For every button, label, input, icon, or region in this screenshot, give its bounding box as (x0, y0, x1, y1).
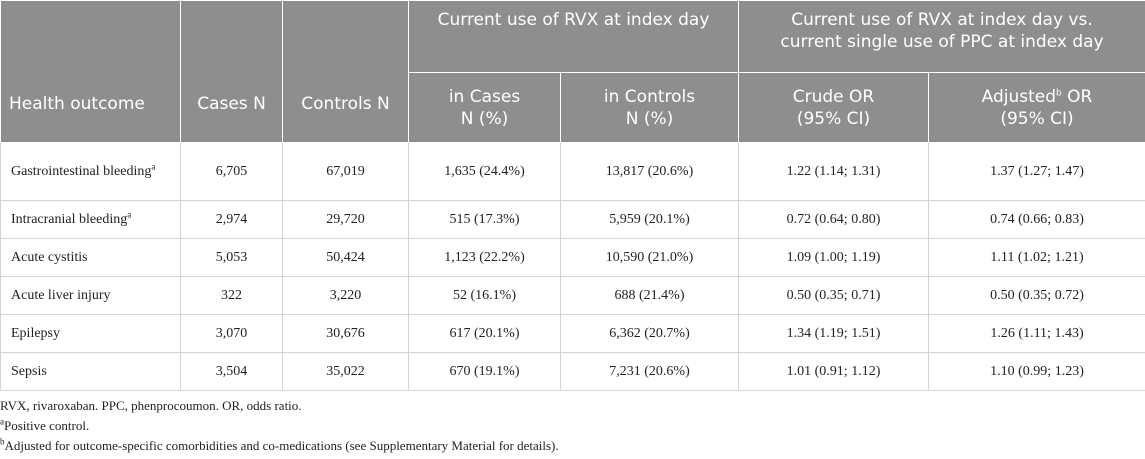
header-adjusted-sup: b (1056, 87, 1062, 98)
table-row: Acute liver injury 322 3,220 52 (16.1%) … (0, 276, 1145, 315)
footnote-b-mark: b (0, 436, 5, 447)
cell-crude-or: 1.22 (1.14; 1.31) (738, 142, 929, 201)
cell-outcome: Gastrointestinal bleedinga (0, 142, 181, 201)
header-crude-or-line1: Crude OR (792, 86, 875, 107)
outcome-label: Intracranial bleeding (11, 211, 128, 227)
header-crude-or: Crude OR (95% CI) (738, 72, 929, 143)
footnote-abbreviations: RVX, rivaroxaban. PPC, phenprocoumon. OR… (0, 398, 302, 413)
cell-controls: 3,220 (282, 276, 409, 315)
cell-crude-or: 0.72 (0.64; 0.80) (738, 200, 929, 239)
cell-cases: 322 (180, 276, 283, 315)
footnote-mark: a (151, 160, 156, 171)
outcome-label: Gastrointestinal bleeding (11, 163, 152, 179)
cell-in-cases: 617 (20.1%) (408, 314, 561, 353)
header-adjusted-word: Adjusted (981, 86, 1057, 107)
outcome-label: Sepsis (11, 363, 47, 379)
cell-in-controls: 6,362 (20.7%) (560, 314, 739, 353)
cell-cases: 2,974 (180, 200, 283, 239)
header-group-current-use: Current use of RVX at index day (408, 0, 739, 73)
header-cases-n: Cases N (180, 0, 283, 143)
cell-crude-or: 0.50 (0.35; 0.71) (738, 276, 929, 315)
header-in-cases-line2: N (%) (460, 108, 509, 129)
cell-controls: 30,676 (282, 314, 409, 353)
footnote-a-mark: a (0, 416, 4, 427)
cell-adjusted-or: 1.10 (0.99; 1.23) (927, 352, 1145, 391)
cell-outcome: Sepsis (0, 352, 181, 391)
cell-adjusted-or: 1.26 (1.11; 1.43) (927, 314, 1145, 353)
header-health-outcome: Health outcome (0, 0, 181, 143)
header-adjusted-line2: (95% CI) (1000, 108, 1074, 129)
cell-cases: 6,705 (180, 142, 283, 201)
footnote-b: bAdjusted for outcome-specific comorbidi… (0, 436, 559, 456)
header-group-current-use-label: Current use of RVX at index day (437, 10, 710, 30)
header-in-controls: in Controls N (%) (560, 72, 739, 143)
cell-in-cases: 670 (19.1%) (408, 352, 561, 391)
header-adjusted-or: Adjustedb OR (95% CI) (927, 72, 1145, 143)
header-in-controls-line1: in Controls (603, 86, 696, 107)
cell-in-controls: 5,959 (20.1%) (560, 200, 739, 239)
header-group-vs-line1: Current use of RVX at index day vs. (791, 10, 1093, 30)
header-in-controls-line2: N (%) (625, 108, 674, 129)
cell-in-cases: 515 (17.3%) (408, 200, 561, 239)
cell-controls: 50,424 (282, 238, 409, 277)
cell-in-cases: 1,123 (22.2%) (408, 238, 561, 277)
cell-outcome: Acute liver injury (0, 276, 181, 315)
cell-in-cases: 1,635 (24.4%) (408, 142, 561, 201)
cell-adjusted-or: 0.50 (0.35; 0.72) (927, 276, 1145, 315)
header-in-cases: in Cases N (%) (408, 72, 561, 143)
cell-controls: 35,022 (282, 352, 409, 391)
table-row: Epilepsy 3,070 30,676 617 (20.1%) 6,362 … (0, 314, 1145, 353)
cell-in-cases: 52 (16.1%) (408, 276, 561, 315)
table-row: Sepsis 3,504 35,022 670 (19.1%) 7,231 (2… (0, 352, 1145, 391)
footnote-mark: a (127, 208, 132, 219)
cell-cases: 5,053 (180, 238, 283, 277)
cell-in-controls: 10,590 (21.0%) (560, 238, 739, 277)
table-row: Gastrointestinal bleedinga 6,705 67,019 … (0, 142, 1145, 201)
cell-crude-or: 1.01 (0.91; 1.12) (738, 352, 929, 391)
header-group-vs-line2: current single use of PPC at index day (780, 32, 1104, 52)
header-controls-n: Controls N (282, 0, 409, 143)
header-row-sub: in Cases N (%) in Controls N (%) Crude OR(… (1, 72, 1145, 143)
cell-adjusted-or: 0.74 (0.66; 0.83) (927, 200, 1145, 239)
header-adjusted-suffix: OR (1061, 86, 1093, 107)
cell-outcome: Intracranial bleedinga (0, 200, 181, 239)
footnote-b-text: Adjusted for outcome-specific comorbidit… (4, 438, 559, 453)
table-row: Acute cystitis 5,053 50,424 1,123 (22.2%… (0, 238, 1145, 277)
cell-in-controls: 688 (21.4%) (560, 276, 739, 315)
cell-controls: 67,019 (282, 142, 409, 201)
cell-controls: 29,720 (282, 200, 409, 239)
cell-cases: 3,504 (180, 352, 283, 391)
header-in-cases-line1: in Cases (448, 86, 521, 107)
cell-outcome: Epilepsy (0, 314, 181, 353)
cell-in-controls: 7,231 (20.6%) (560, 352, 739, 391)
header-crude-or-line2: (95% CI) (796, 108, 871, 129)
cell-cases: 3,070 (180, 314, 283, 353)
header-row-top: Health outcome Cases N Controls N Curren… (0, 0, 1145, 143)
outcome-label: Acute cystitis (11, 249, 88, 265)
cell-adjusted-or: 1.37 (1.27; 1.47) (927, 142, 1145, 201)
outcome-label: Acute liver injury (11, 287, 111, 303)
table-row: Intracranial bleedinga 2,974 29,720 515 … (0, 200, 1145, 239)
header-group-vs: Current use of RVX at index day vs. curre… (737, 0, 1145, 73)
outcome-label: Epilepsy (11, 325, 60, 341)
footnote-a-text: Positive control. (4, 418, 90, 433)
footnote-a: aPositive control. (0, 416, 559, 436)
cell-crude-or: 1.09 (1.00; 1.19) (738, 238, 929, 277)
cell-outcome: Acute cystitis (0, 238, 181, 277)
footnotes: RVX, rivaroxaban. PPC, phenprocoumon. OR… (0, 396, 559, 456)
cell-in-controls: 13,817 (20.6%) (560, 142, 739, 201)
cell-adjusted-or: 1.11 (1.02; 1.21) (927, 238, 1145, 277)
cell-crude-or: 1.34 (1.19; 1.51) (738, 314, 929, 353)
results-table: Health outcome Cases N Controls N Curren… (0, 0, 1145, 391)
